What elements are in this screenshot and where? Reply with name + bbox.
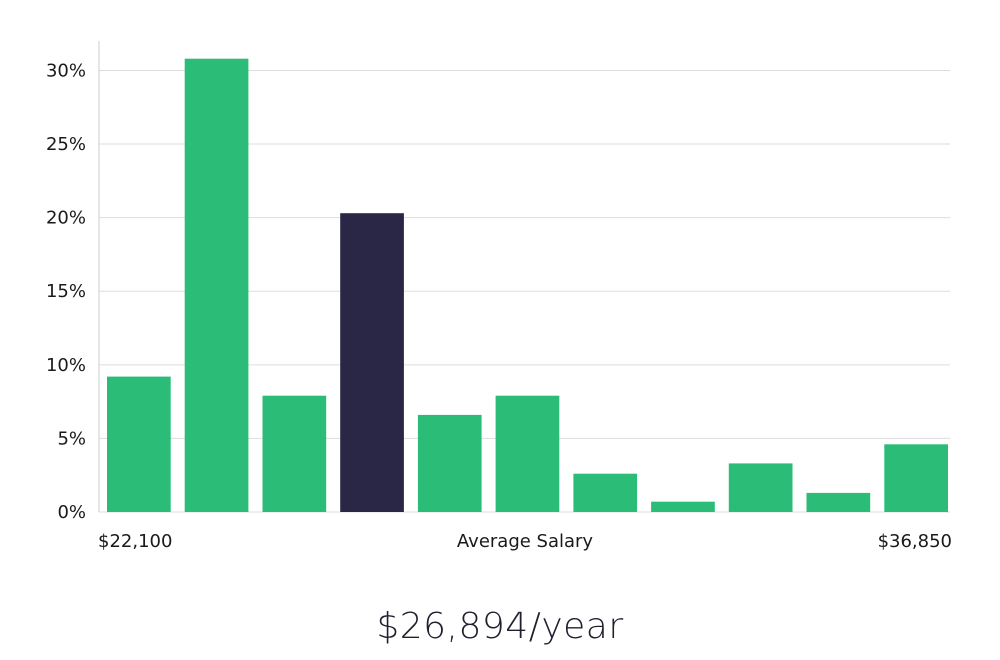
bar [728,463,793,512]
x-axis-title: Average Salary [457,531,594,552]
average-salary-value: $26,894/year [376,606,624,647]
y-tick-label: 5% [57,428,86,449]
y-tick-label: 25% [46,134,86,155]
x-max-label: $36,850 [878,531,952,552]
bar [107,376,171,512]
bar [651,501,715,512]
salary-histogram: 0% 5% 10% 15% 20% 25% 30% $22,100 Average Sala… [46,41,952,552]
bars [107,58,948,512]
bar [262,395,327,512]
bar [884,444,948,512]
bar [495,395,560,512]
bar [184,58,249,512]
y-tick-label: 10% [46,355,86,376]
bar-highlighted [340,213,404,512]
x-min-label: $22,100 [98,531,172,552]
y-tick-labels: 0% 5% 10% 15% 20% 25% 30% [46,60,86,523]
y-tick-label: 15% [46,281,86,302]
bar [806,492,871,512]
y-tick-label: 30% [46,60,86,81]
bar [573,473,638,512]
bar [417,414,482,512]
y-tick-label: 20% [46,208,86,229]
y-tick-label: 0% [57,502,86,523]
